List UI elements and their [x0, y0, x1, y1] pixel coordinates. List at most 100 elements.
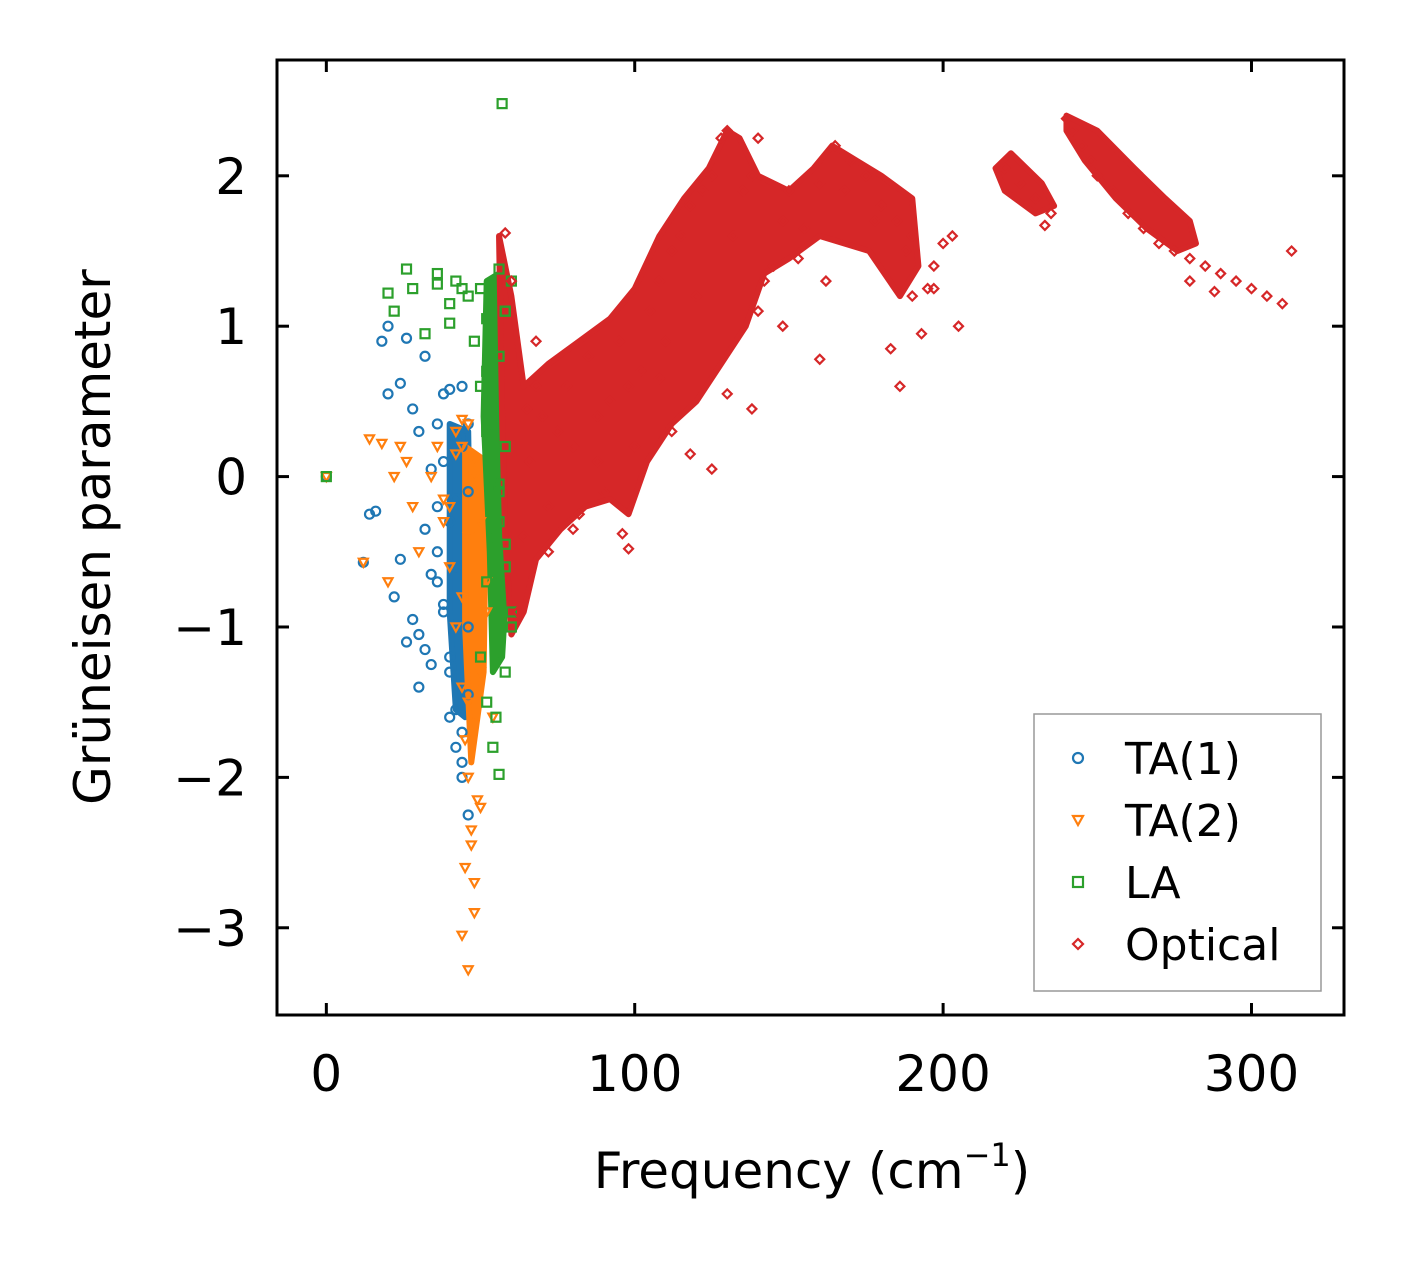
optical-point — [551, 425, 564, 438]
optical-point — [603, 395, 617, 408]
ta-1-point — [382, 388, 394, 400]
optical-point — [705, 463, 718, 476]
optical-point — [566, 523, 580, 536]
optical-point — [758, 275, 771, 288]
ta-1-point — [444, 666, 456, 678]
optical-point — [684, 447, 697, 461]
ta-2-point — [464, 840, 478, 852]
optical-point — [890, 214, 903, 227]
ta-1-point — [437, 388, 450, 400]
ta-2-point — [467, 877, 481, 890]
la-point — [487, 395, 499, 407]
optical-point — [1168, 244, 1181, 258]
optical-point — [813, 177, 826, 190]
optical-point — [1276, 297, 1289, 310]
ta-2-point — [387, 471, 401, 484]
optical-point — [644, 305, 657, 318]
la-point — [407, 282, 419, 295]
x-axis: 0 100 200 300 — [310, 60, 1299, 1103]
legend-marker-ta-2 — [1071, 814, 1085, 828]
optical-point — [529, 380, 543, 393]
optical-point — [829, 139, 842, 152]
ta-2-point — [430, 441, 444, 454]
la-point — [474, 651, 487, 663]
ta-2-point — [356, 557, 370, 570]
ta-2-point — [455, 441, 469, 454]
la-point — [499, 538, 511, 550]
la-point — [474, 282, 487, 295]
ta-2-point — [393, 441, 407, 454]
ta-2-point — [455, 682, 469, 694]
ta-1-point — [444, 651, 456, 663]
ta-2-point — [474, 667, 487, 679]
optical-point — [884, 342, 897, 355]
la-point — [481, 365, 493, 377]
optical-point — [1285, 244, 1298, 258]
ta-2-point — [467, 456, 481, 469]
la-point — [419, 328, 431, 340]
ta-2-point — [400, 456, 413, 469]
ta-2-point — [458, 862, 472, 875]
x-axis-title: Frequency (cm−1) — [594, 1136, 1031, 1200]
optical-point — [1208, 285, 1221, 298]
optical-point — [1199, 259, 1212, 273]
x-tick-label: 100 — [587, 1045, 682, 1103]
la-point — [481, 696, 493, 708]
optical-point — [927, 282, 940, 295]
ta-2-point — [363, 434, 376, 446]
la-point — [493, 478, 505, 490]
la-point — [493, 768, 505, 780]
ta-1-point — [400, 636, 413, 648]
optical-point — [893, 380, 906, 393]
optical-point — [906, 290, 919, 303]
ta-1-point — [382, 320, 394, 332]
optical-point — [616, 527, 629, 540]
optical-point — [875, 199, 888, 212]
optical-point — [782, 184, 795, 197]
ta-2-point — [424, 471, 438, 484]
ta-2-point — [437, 494, 450, 506]
optical-point — [591, 410, 604, 423]
optical-point — [946, 229, 959, 243]
ta-1-point — [419, 523, 431, 535]
la-point — [382, 287, 394, 299]
ta-1-point — [419, 350, 431, 362]
legend-label-optical: Optical — [1125, 920, 1280, 971]
legend-marker-la — [1071, 875, 1085, 889]
ta-1-point — [407, 403, 419, 415]
optical-point — [665, 244, 678, 258]
x-tick-label: 200 — [895, 1045, 990, 1103]
optical-point — [705, 169, 718, 182]
la-point — [444, 317, 456, 329]
ta-1-point — [363, 508, 376, 520]
optical-point — [690, 290, 703, 303]
optical-point — [1214, 267, 1227, 280]
optical-point — [1137, 222, 1150, 235]
ta-1-point — [394, 377, 406, 389]
ta-1-point — [444, 711, 456, 723]
ta-1-point — [456, 756, 468, 768]
optical-point — [838, 184, 851, 197]
optical-point — [1245, 282, 1258, 295]
optical-point — [536, 410, 549, 423]
ta-1-point — [388, 591, 400, 603]
optical-point — [542, 545, 555, 558]
la-point — [493, 486, 505, 498]
y-tick-label: 2 — [215, 148, 247, 206]
ta-1-point — [413, 681, 425, 693]
optical-point — [927, 259, 940, 273]
ta-1-point — [462, 809, 474, 821]
optical-point — [721, 124, 734, 137]
optical-point — [622, 380, 635, 393]
x-tick-label: 0 — [310, 1045, 342, 1103]
la-point — [468, 335, 480, 347]
ta-2-point — [474, 802, 487, 815]
la-point — [462, 290, 474, 302]
optical-point — [659, 335, 672, 348]
optical-point — [634, 365, 647, 378]
y-tick-label: −3 — [173, 900, 247, 958]
ta-2-point — [467, 908, 481, 920]
optical-point — [752, 305, 765, 318]
ta-1-point — [456, 380, 468, 392]
ta-2-point — [412, 547, 426, 559]
